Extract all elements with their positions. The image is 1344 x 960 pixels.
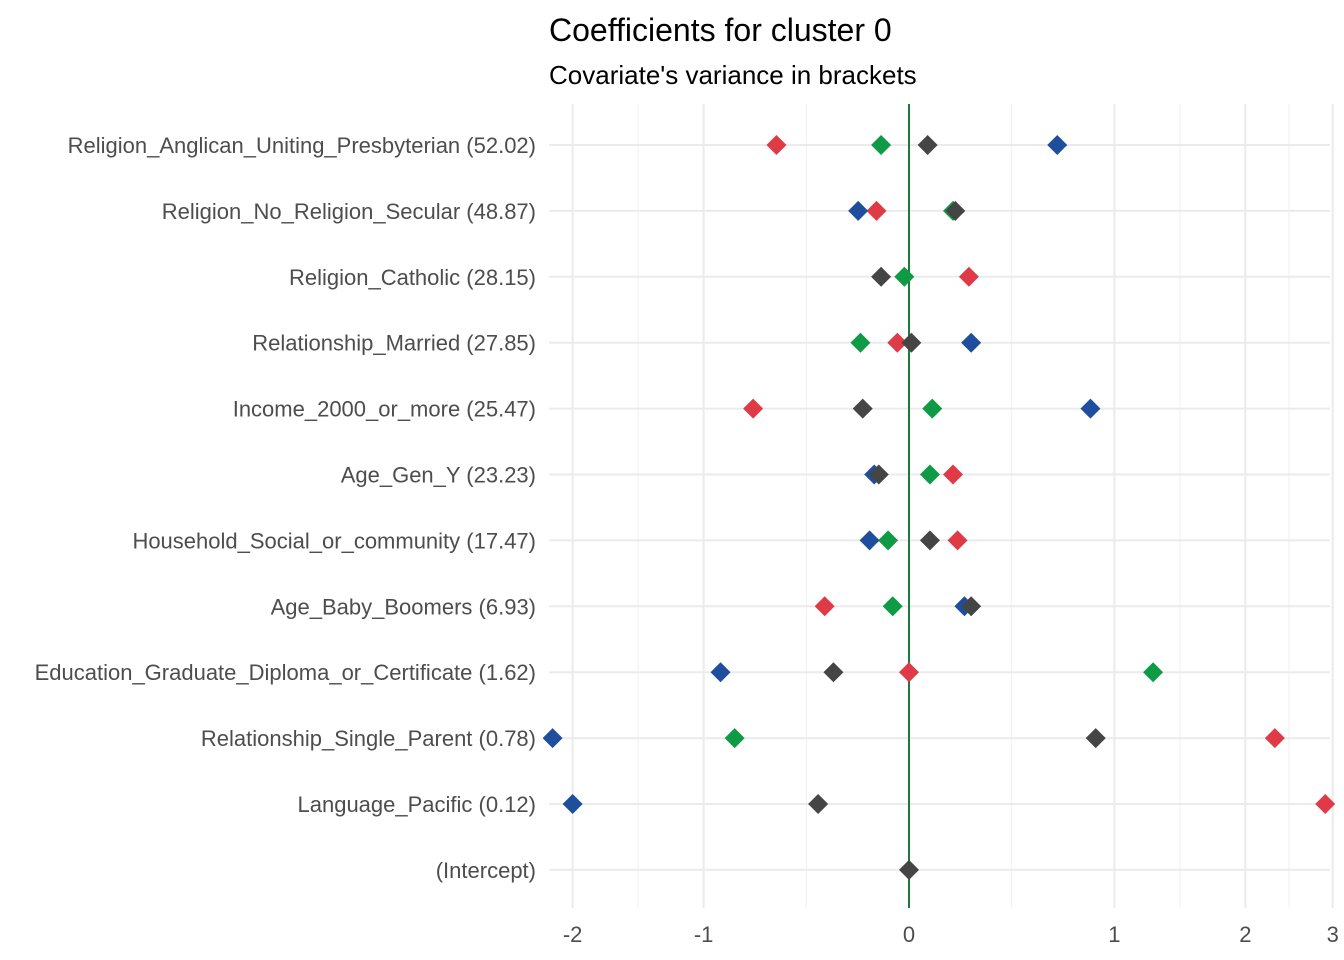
x-tick-label: 1: [1108, 922, 1120, 947]
x-tick-label: 0: [903, 922, 915, 947]
data-point-diamond: [1143, 662, 1164, 683]
data-point-diamond: [866, 200, 887, 221]
data-points: [542, 135, 1336, 880]
data-point-diamond: [1080, 398, 1101, 419]
y-tick-label: Relationship_Single_Parent (0.78): [201, 726, 536, 751]
data-point-diamond: [808, 794, 829, 814]
data-point-diamond: [724, 728, 745, 749]
data-point-diamond: [945, 200, 966, 221]
data-point-diamond: [882, 596, 903, 617]
data-point-diamond: [899, 662, 919, 683]
data-point-diamond: [917, 135, 938, 155]
chart-subtitle: Covariate's variance in brackets: [549, 60, 917, 90]
data-point-diamond: [894, 266, 915, 287]
y-tick-label: Income_2000_or_more (25.47): [233, 397, 536, 422]
y-tick-label: Relationship_Married (27.85): [252, 331, 536, 356]
data-point-diamond: [850, 332, 871, 353]
data-point-diamond: [878, 530, 899, 551]
data-point-diamond: [562, 794, 583, 814]
y-tick-label: (Intercept): [436, 858, 536, 883]
grid-layer: [549, 104, 1334, 908]
data-point-diamond: [871, 266, 892, 287]
data-point-diamond: [710, 662, 731, 683]
data-point-diamond: [899, 859, 919, 880]
x-tick-label: -2: [563, 922, 583, 947]
y-tick-label: Religion_Catholic (28.15): [289, 265, 536, 290]
chart-title: Coefficients for cluster 0: [549, 12, 892, 48]
x-tick-label: -1: [694, 922, 714, 947]
x-tick-label: 3: [1327, 922, 1339, 947]
data-point-diamond: [823, 662, 844, 683]
data-point-diamond: [958, 266, 979, 287]
data-point-diamond: [848, 200, 869, 221]
y-tick-label: Household_Social_or_community (17.47): [132, 528, 536, 553]
data-point-diamond: [766, 135, 787, 155]
data-point-diamond: [901, 332, 922, 353]
data-point-diamond: [542, 728, 563, 749]
data-point-diamond: [919, 464, 940, 485]
data-point-diamond: [947, 530, 968, 551]
x-tick-labels: -2 -1 0 1 2 3: [563, 922, 1339, 947]
y-tick-label: Language_Pacific (0.12): [298, 792, 537, 817]
data-point-diamond: [1264, 728, 1285, 749]
y-tick-label: Religion_No_Religion_Secular (48.87): [162, 199, 536, 224]
data-point-diamond: [943, 464, 964, 485]
data-point-diamond: [919, 530, 940, 551]
y-tick-label: Age_Baby_Boomers (6.93): [271, 594, 536, 619]
data-point-diamond: [922, 398, 943, 419]
data-point-diamond: [859, 530, 880, 551]
data-point-diamond: [852, 398, 873, 419]
y-tick-labels: Religion_Anglican_Uniting_Presbyterian (…: [35, 133, 536, 883]
data-point-diamond: [814, 596, 835, 617]
x-tick-label: 2: [1239, 922, 1251, 947]
data-point-diamond: [868, 464, 889, 485]
y-tick-label: Education_Graduate_Diploma_or_Certificat…: [35, 660, 536, 685]
data-point-diamond: [1047, 135, 1068, 155]
data-point-diamond: [961, 596, 982, 617]
data-point-diamond: [1085, 728, 1106, 749]
data-point-diamond: [887, 332, 908, 353]
data-point-diamond: [871, 135, 892, 155]
data-point-diamond: [961, 332, 982, 353]
data-point-diamond: [743, 398, 764, 419]
y-tick-label: Age_Gen_Y (23.23): [341, 463, 536, 488]
y-tick-label: Religion_Anglican_Uniting_Presbyterian (…: [68, 133, 536, 158]
data-point-diamond: [1315, 794, 1336, 814]
